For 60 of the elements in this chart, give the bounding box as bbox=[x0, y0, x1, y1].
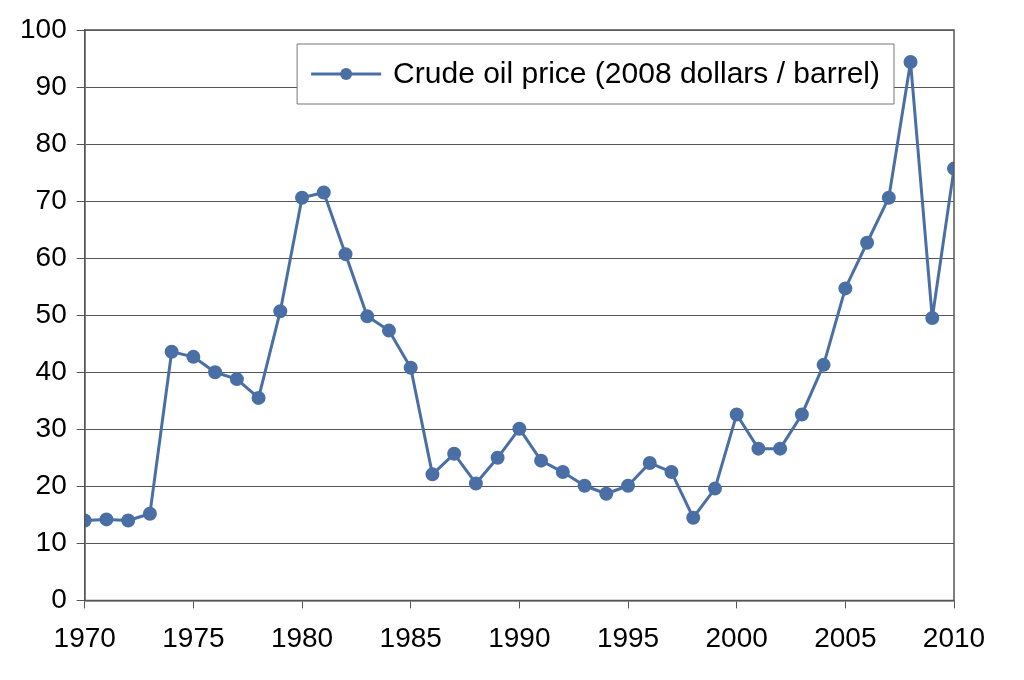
point bbox=[751, 441, 766, 456]
point bbox=[99, 512, 114, 527]
point bbox=[164, 344, 179, 359]
point bbox=[229, 372, 244, 387]
legend-label: Crude oil price (2008 dollars / barrel) bbox=[393, 56, 881, 90]
point bbox=[773, 441, 788, 456]
y-tick-label: 70 bbox=[35, 183, 67, 215]
point bbox=[273, 304, 288, 319]
y-tick-label: 60 bbox=[35, 240, 67, 272]
point bbox=[838, 281, 853, 296]
x-tick-label: 2010 bbox=[922, 621, 986, 653]
y-tick-label: 10 bbox=[35, 526, 67, 558]
point bbox=[664, 465, 679, 480]
y-tick-label: 20 bbox=[35, 469, 67, 501]
y-tick-label: 100 bbox=[20, 12, 67, 44]
x-tick-label: 1975 bbox=[162, 621, 225, 653]
point bbox=[490, 450, 505, 465]
x-tick-label: 1985 bbox=[379, 621, 442, 653]
x-tick-label: 1970 bbox=[53, 621, 116, 653]
point bbox=[468, 476, 483, 491]
point bbox=[338, 247, 353, 262]
point bbox=[316, 185, 331, 200]
y-tick-label: 90 bbox=[35, 69, 67, 101]
point bbox=[534, 453, 549, 468]
point bbox=[686, 510, 701, 525]
x-tick-label: 1995 bbox=[596, 621, 660, 653]
point bbox=[925, 311, 940, 326]
point bbox=[860, 235, 875, 250]
x-tick-label: 2000 bbox=[705, 621, 768, 653]
point bbox=[512, 421, 527, 436]
y-tick-label: 30 bbox=[35, 412, 67, 443]
point bbox=[642, 455, 657, 470]
point bbox=[360, 309, 375, 324]
point bbox=[881, 190, 896, 205]
x-tick-label: 2005 bbox=[814, 621, 877, 653]
point bbox=[121, 513, 136, 528]
y-tick-label: 50 bbox=[35, 297, 67, 329]
point bbox=[447, 446, 462, 461]
x-tick-label: 1990 bbox=[488, 621, 551, 653]
point bbox=[816, 357, 831, 372]
point bbox=[794, 407, 809, 422]
point bbox=[403, 360, 418, 375]
point bbox=[425, 467, 440, 482]
point bbox=[621, 478, 636, 493]
point bbox=[729, 407, 744, 422]
point bbox=[186, 349, 201, 364]
y-tick-label: 0 bbox=[51, 583, 67, 615]
point bbox=[903, 54, 918, 69]
point bbox=[295, 190, 310, 205]
point bbox=[599, 486, 614, 501]
point bbox=[208, 365, 223, 380]
y-tick-label: 40 bbox=[35, 354, 67, 386]
point bbox=[381, 323, 396, 338]
point bbox=[142, 506, 157, 521]
x-tick-label: 1980 bbox=[270, 621, 334, 653]
y-tick-label: 80 bbox=[35, 126, 67, 158]
point bbox=[577, 478, 592, 493]
point bbox=[707, 481, 722, 496]
point bbox=[251, 390, 266, 405]
point bbox=[555, 465, 570, 480]
